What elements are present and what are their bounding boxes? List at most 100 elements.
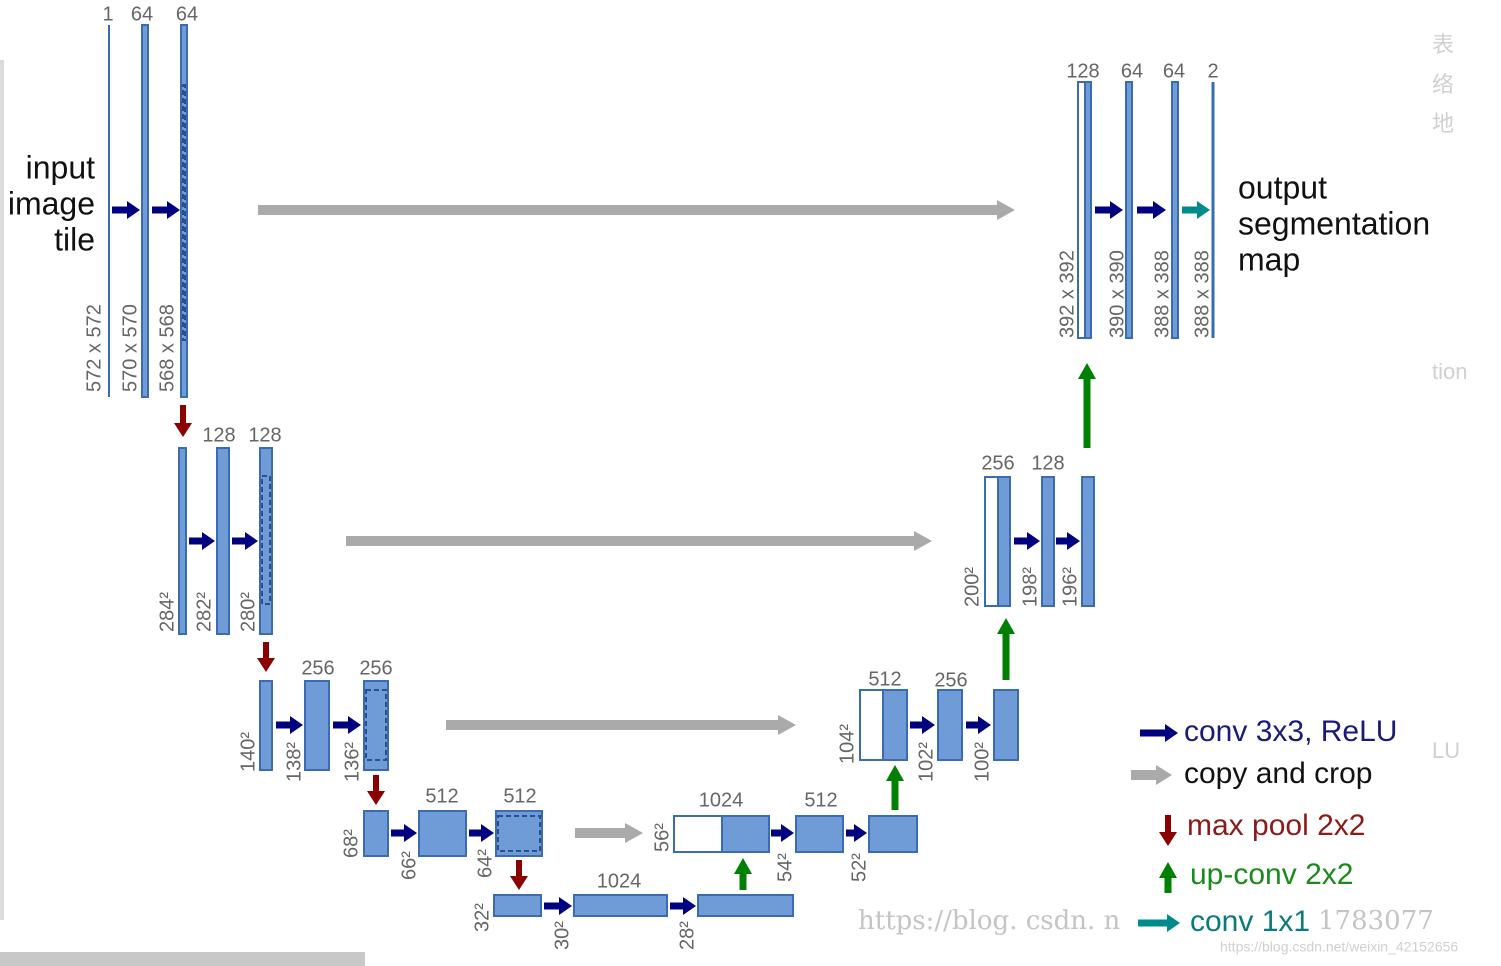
channel-label: 128 xyxy=(1031,452,1064,474)
size-label: 66² xyxy=(398,851,420,880)
output-label: output xyxy=(1238,169,1327,205)
feature-map xyxy=(493,894,542,917)
size-label: 390 x 390 xyxy=(1106,250,1128,338)
channel-label: 256 xyxy=(359,657,392,679)
conv-arrow-head xyxy=(559,897,572,915)
input-label: image xyxy=(8,185,95,221)
conv-arrow-head xyxy=(978,716,991,734)
feature-map xyxy=(937,689,963,761)
legend-label: up-conv 2x2 xyxy=(1190,858,1353,891)
conv-arrow-head xyxy=(922,716,935,734)
copy-arrow-head xyxy=(997,200,1015,220)
side-fragment: 表 xyxy=(1432,32,1454,57)
conv-arrow-head xyxy=(167,201,180,219)
legend-label: copy and crop xyxy=(1184,757,1372,790)
size-label: 568 x 568 xyxy=(156,304,178,392)
size-label: 392 x 392 xyxy=(1056,250,1078,338)
channel-label: 1024 xyxy=(597,870,642,892)
size-label: 282² xyxy=(193,592,215,632)
pool-arrow-head xyxy=(510,876,528,890)
channel-label: 64 xyxy=(1121,60,1143,82)
conv1x1-arrow-head xyxy=(1197,201,1210,219)
legend-label: max pool 2x2 xyxy=(1187,809,1365,842)
watermark: https://blog. csdn. n xyxy=(858,906,1121,936)
channel-label: 512 xyxy=(804,789,837,811)
size-label: 198² xyxy=(1019,567,1041,607)
conv-arrow-head xyxy=(1027,532,1040,550)
bottom-strip xyxy=(0,952,365,966)
conv-arrow-head xyxy=(202,532,215,550)
watermark: https://blog.csdn.net/weixin_42152656 xyxy=(1220,939,1458,955)
channel-label: 64 xyxy=(131,3,153,25)
feature-map xyxy=(363,810,389,857)
feature-map xyxy=(363,680,389,771)
size-label: 280² xyxy=(237,592,259,632)
size-label: 102² xyxy=(915,742,937,782)
legend-copy-arrow-head xyxy=(1156,765,1172,785)
conv-arrow-head xyxy=(245,532,258,550)
feature-map xyxy=(721,815,770,853)
input-label: input xyxy=(26,149,96,185)
feature-map xyxy=(1084,81,1092,339)
feature-map xyxy=(868,815,918,853)
size-label: 30² xyxy=(551,921,573,950)
side-fragment: 络 xyxy=(1432,72,1454,97)
channel-label: 1 xyxy=(102,3,113,25)
conv-arrow-head xyxy=(127,201,140,219)
copy-arrow-head xyxy=(625,823,643,843)
feature-map xyxy=(259,680,273,771)
feature-map xyxy=(1081,476,1095,607)
size-label: 570 x 570 xyxy=(119,304,141,392)
feature-map xyxy=(1077,81,1086,339)
size-label: 138² xyxy=(283,742,305,782)
feature-map xyxy=(495,810,543,857)
output-label: segmentation xyxy=(1238,205,1430,241)
pool-arrow-head xyxy=(174,423,192,437)
size-label: 284² xyxy=(156,592,178,632)
feature-map xyxy=(795,815,844,853)
upconv-arrow-head xyxy=(997,618,1015,634)
conv-arrow-head xyxy=(290,716,303,734)
feature-map xyxy=(1041,476,1055,607)
watermark: 1783077 xyxy=(1318,906,1434,936)
feature-map xyxy=(697,894,794,917)
conv-arrow-head xyxy=(1110,201,1123,219)
legend-conv1x1-arrow-head xyxy=(1167,914,1180,932)
side-fragment: LU xyxy=(1432,738,1460,763)
channel-label: 64 xyxy=(176,3,198,25)
feature-map xyxy=(673,815,723,853)
size-label: 140² xyxy=(237,732,259,772)
channel-label: 128 xyxy=(248,424,281,446)
size-label: 32² xyxy=(471,903,493,932)
feature-map xyxy=(984,476,999,607)
channel-label: 2 xyxy=(1207,60,1218,82)
feature-map xyxy=(573,894,668,917)
size-label: 572 x 572 xyxy=(83,304,105,392)
crop-region xyxy=(365,689,387,761)
feature-map xyxy=(1125,81,1133,339)
legend-pool-arrow-head xyxy=(1159,832,1177,846)
channel-label: 256 xyxy=(934,669,967,691)
conv-arrow-head xyxy=(348,716,361,734)
size-label: 100² xyxy=(971,742,993,782)
size-label: 200² xyxy=(961,567,983,607)
crop-region xyxy=(182,84,186,341)
copy-arrow-head xyxy=(914,531,932,551)
size-label: 68² xyxy=(340,829,362,858)
channel-label: 256 xyxy=(301,657,334,679)
conv-arrow-head xyxy=(404,824,417,842)
legend-label: conv 1x1 xyxy=(1190,905,1310,938)
side-fragment: tion xyxy=(1432,359,1467,384)
conv-arrow-head xyxy=(1153,201,1166,219)
feature-map xyxy=(178,447,187,635)
copy-arrow-head xyxy=(778,715,796,735)
feature-map xyxy=(141,24,149,398)
channel-label: 128 xyxy=(202,424,235,446)
size-label: 136² xyxy=(341,742,363,782)
channel-label: 64 xyxy=(1163,60,1185,82)
channel-label: 128 xyxy=(1066,60,1099,82)
conv-arrow-head xyxy=(481,824,494,842)
size-label: 196² xyxy=(1059,567,1081,607)
legend-upconv-arrow-head xyxy=(1159,862,1177,878)
